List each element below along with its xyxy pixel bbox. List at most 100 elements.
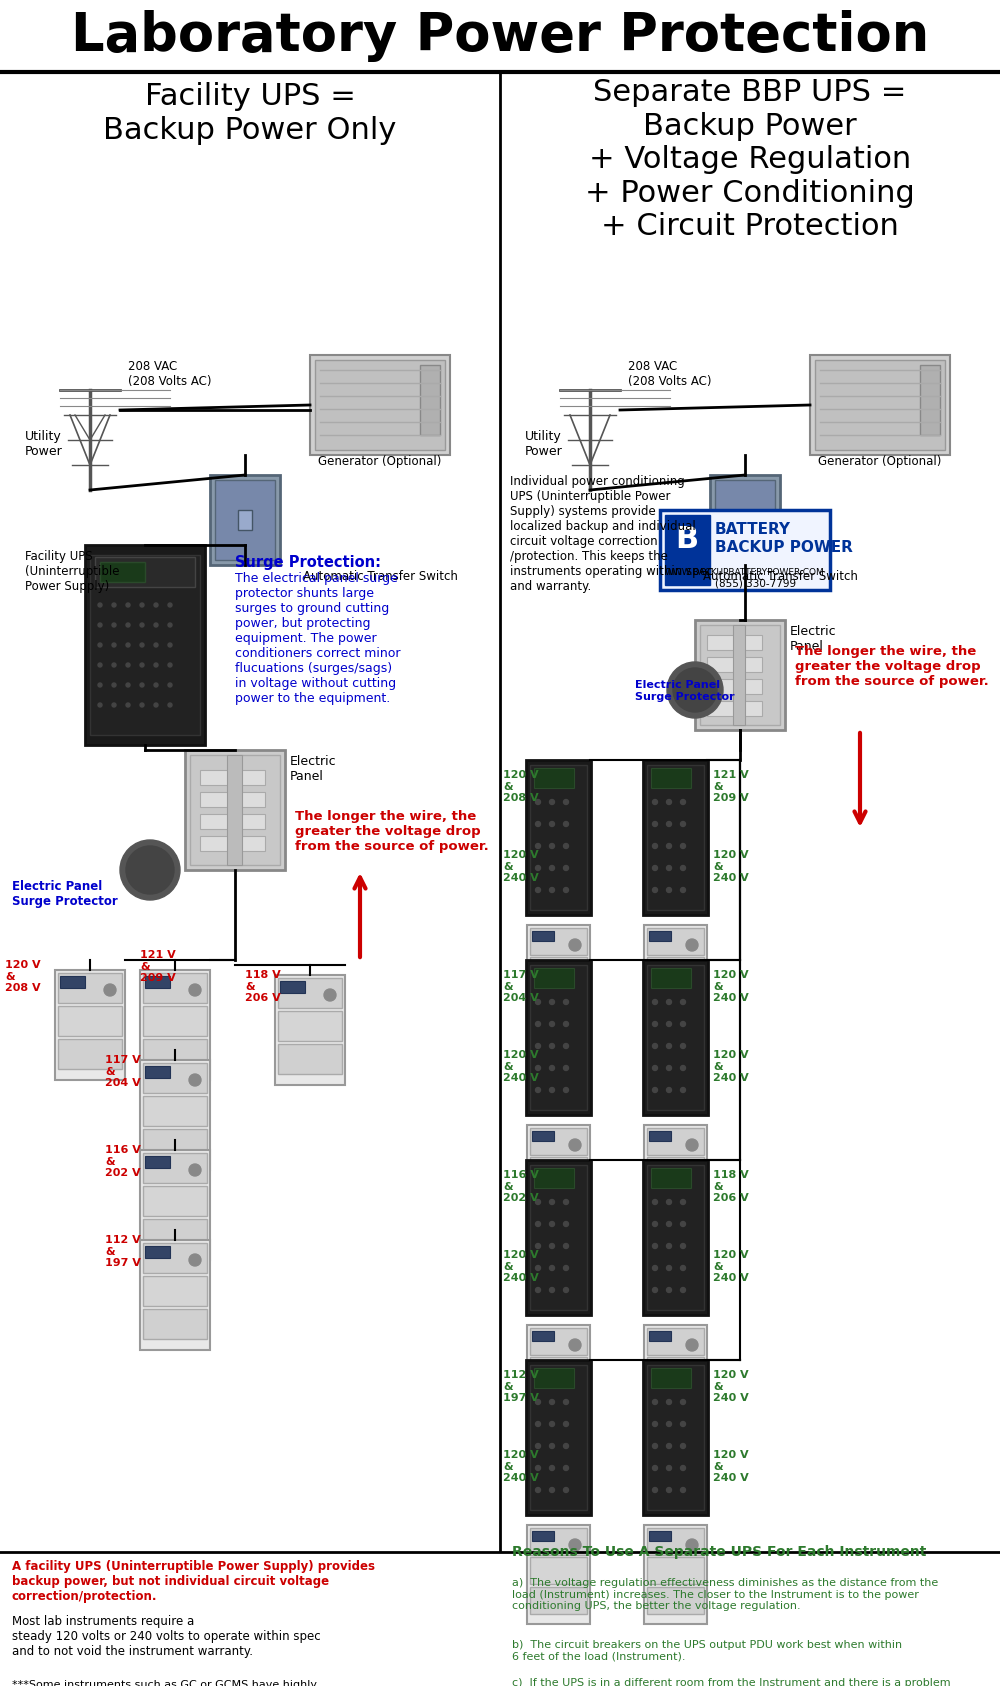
Text: 120 V
&
240 V: 120 V & 240 V xyxy=(503,1249,539,1283)
Circle shape xyxy=(112,604,116,607)
FancyBboxPatch shape xyxy=(665,514,710,585)
Circle shape xyxy=(666,1177,672,1182)
Circle shape xyxy=(154,642,158,647)
Circle shape xyxy=(550,887,554,892)
Circle shape xyxy=(686,1339,698,1350)
Circle shape xyxy=(666,1399,672,1404)
FancyBboxPatch shape xyxy=(644,1325,707,1425)
FancyBboxPatch shape xyxy=(200,792,265,808)
FancyBboxPatch shape xyxy=(647,1366,704,1511)
Circle shape xyxy=(536,887,540,892)
FancyBboxPatch shape xyxy=(920,364,940,435)
FancyBboxPatch shape xyxy=(647,1157,704,1184)
Circle shape xyxy=(680,1487,686,1492)
Circle shape xyxy=(536,1022,540,1027)
Circle shape xyxy=(666,1465,672,1470)
FancyBboxPatch shape xyxy=(534,1168,574,1189)
Circle shape xyxy=(680,1421,686,1426)
FancyBboxPatch shape xyxy=(530,1329,587,1356)
Circle shape xyxy=(550,1288,554,1293)
Circle shape xyxy=(536,1377,540,1383)
Circle shape xyxy=(652,1288,658,1293)
FancyBboxPatch shape xyxy=(278,1044,342,1074)
Circle shape xyxy=(98,624,102,627)
Circle shape xyxy=(680,1443,686,1448)
FancyBboxPatch shape xyxy=(238,509,252,529)
Circle shape xyxy=(680,799,686,804)
Circle shape xyxy=(112,563,116,566)
Circle shape xyxy=(564,1044,568,1049)
FancyBboxPatch shape xyxy=(140,1150,210,1259)
Circle shape xyxy=(550,1177,554,1182)
Circle shape xyxy=(536,1443,540,1448)
Circle shape xyxy=(666,777,672,782)
FancyBboxPatch shape xyxy=(647,1329,704,1356)
Circle shape xyxy=(686,939,698,951)
Circle shape xyxy=(550,1044,554,1049)
Circle shape xyxy=(666,978,672,983)
Circle shape xyxy=(652,1377,658,1383)
Circle shape xyxy=(680,1000,686,1005)
Circle shape xyxy=(564,799,568,804)
Circle shape xyxy=(536,1177,540,1182)
Circle shape xyxy=(98,563,102,566)
FancyBboxPatch shape xyxy=(530,1165,587,1310)
FancyBboxPatch shape xyxy=(700,626,780,725)
FancyBboxPatch shape xyxy=(532,931,554,941)
Circle shape xyxy=(536,1399,540,1404)
FancyBboxPatch shape xyxy=(185,750,285,870)
Circle shape xyxy=(564,1465,568,1470)
Circle shape xyxy=(666,1377,672,1383)
FancyBboxPatch shape xyxy=(527,1125,590,1224)
FancyBboxPatch shape xyxy=(530,1357,587,1384)
FancyBboxPatch shape xyxy=(530,1556,587,1585)
Circle shape xyxy=(550,821,554,826)
FancyBboxPatch shape xyxy=(649,1131,671,1141)
Text: 121 V
&
209 V: 121 V & 209 V xyxy=(713,771,749,803)
Circle shape xyxy=(140,683,144,686)
Circle shape xyxy=(98,663,102,668)
Circle shape xyxy=(536,1044,540,1049)
Circle shape xyxy=(126,703,130,706)
Text: (855) 330-7799: (855) 330-7799 xyxy=(715,578,796,588)
FancyBboxPatch shape xyxy=(227,755,242,865)
Circle shape xyxy=(168,663,172,668)
Circle shape xyxy=(680,1399,686,1404)
Circle shape xyxy=(550,1377,554,1383)
Circle shape xyxy=(652,1022,658,1027)
Circle shape xyxy=(652,1443,658,1448)
Circle shape xyxy=(564,1266,568,1271)
FancyBboxPatch shape xyxy=(143,1007,207,1035)
Circle shape xyxy=(112,624,116,627)
Circle shape xyxy=(536,1066,540,1071)
FancyBboxPatch shape xyxy=(647,986,704,1013)
Text: Utility
Power: Utility Power xyxy=(525,430,563,459)
FancyBboxPatch shape xyxy=(143,1219,207,1249)
Text: Electric Panel
Surge Protector: Electric Panel Surge Protector xyxy=(12,880,118,909)
Circle shape xyxy=(666,1443,672,1448)
Circle shape xyxy=(536,1244,540,1249)
Text: 120 V
&
240 V: 120 V & 240 V xyxy=(503,1450,539,1484)
FancyBboxPatch shape xyxy=(143,1039,207,1069)
FancyBboxPatch shape xyxy=(695,620,785,730)
Circle shape xyxy=(667,663,723,718)
FancyBboxPatch shape xyxy=(534,968,574,988)
Circle shape xyxy=(666,1266,672,1271)
Text: 120 V
&
208 V: 120 V & 208 V xyxy=(5,959,41,993)
Circle shape xyxy=(112,583,116,587)
Circle shape xyxy=(686,1140,698,1152)
Circle shape xyxy=(126,624,130,627)
Text: Surge Protection:: Surge Protection: xyxy=(235,555,381,570)
Circle shape xyxy=(673,668,717,711)
FancyBboxPatch shape xyxy=(190,755,280,865)
FancyBboxPatch shape xyxy=(145,976,170,988)
FancyBboxPatch shape xyxy=(647,1128,704,1155)
FancyBboxPatch shape xyxy=(647,765,704,910)
FancyBboxPatch shape xyxy=(275,975,345,1086)
Circle shape xyxy=(686,1539,698,1551)
FancyBboxPatch shape xyxy=(534,769,574,787)
Circle shape xyxy=(140,624,144,627)
Circle shape xyxy=(564,1421,568,1426)
Circle shape xyxy=(652,799,658,804)
Circle shape xyxy=(680,978,686,983)
